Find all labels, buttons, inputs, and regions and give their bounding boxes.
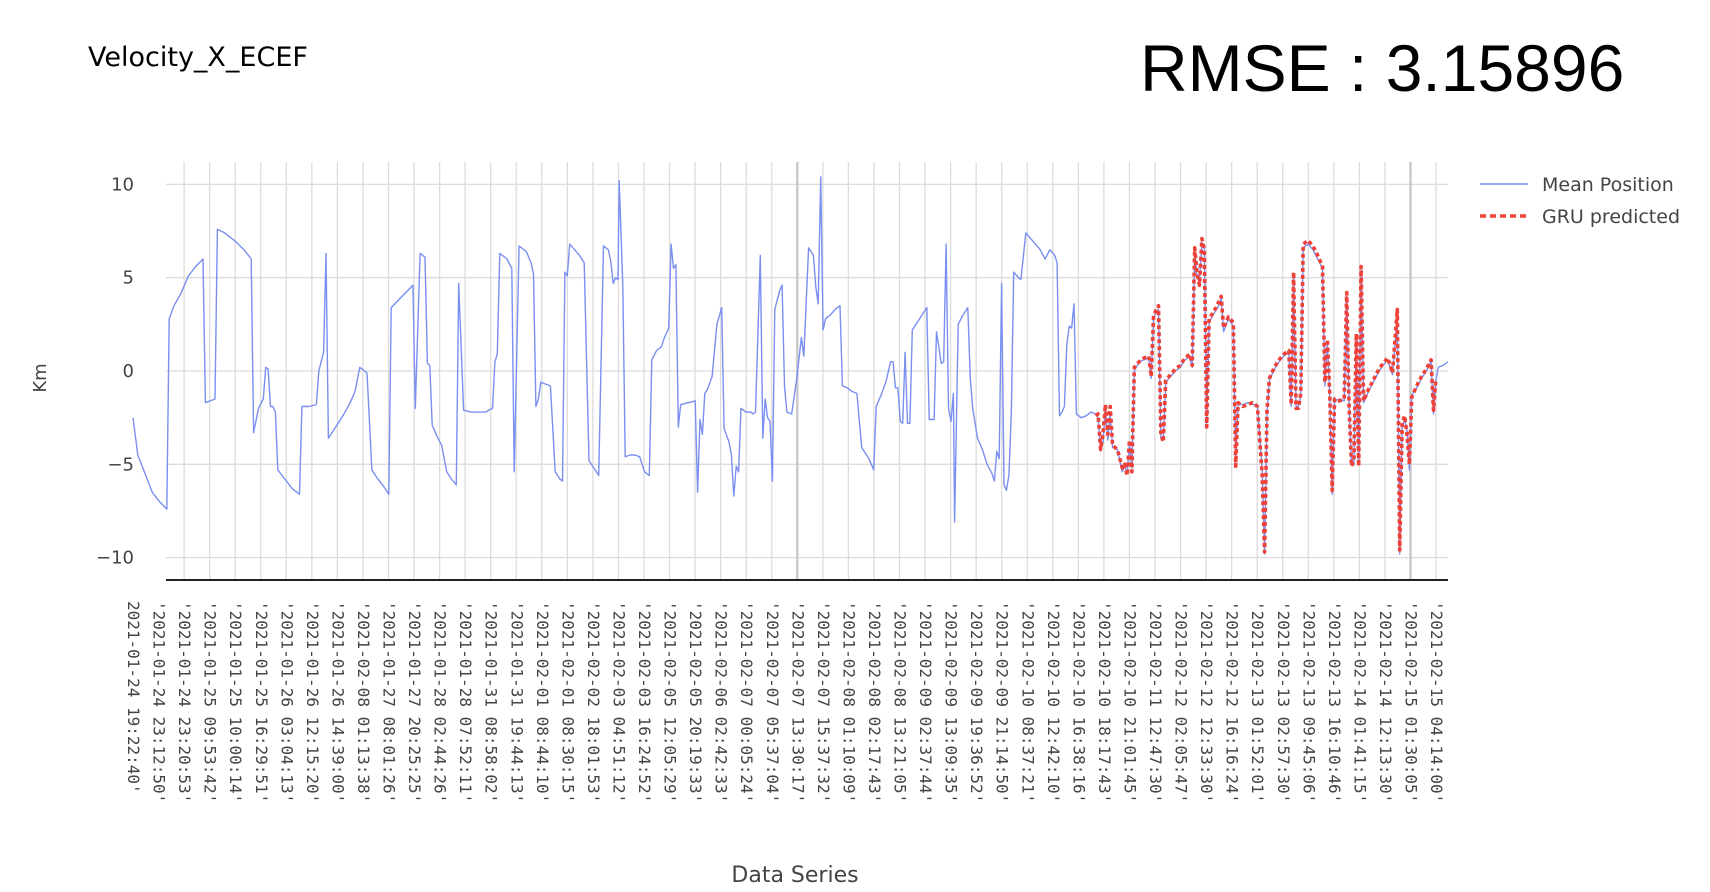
x-tick-label: '2021-01-28 02:44:26' bbox=[431, 601, 450, 803]
x-tick-label: '2021-02-08 01:10:09' bbox=[839, 601, 858, 803]
x-tick-label: '2021-02-08 13:21:05' bbox=[891, 601, 910, 803]
x-tick-label: '2021-02-13 16:10:46' bbox=[1325, 601, 1344, 803]
y-axis-label: Km bbox=[30, 363, 51, 392]
x-tick-label: '2021-01-25 10:00:14' bbox=[226, 601, 245, 803]
x-tick-label: '2021-02-09 19:36:52' bbox=[967, 601, 986, 803]
chart-title: Velocity_X_ECEF bbox=[88, 42, 308, 73]
x-tick-label: '2021-02-06 02:42:33' bbox=[712, 601, 731, 803]
plot-area bbox=[132, 176, 1449, 555]
x-tick-label: '2021-02-07 00:05:24' bbox=[737, 601, 756, 803]
x-tick-label: '2021-01-25 16:29:51' bbox=[252, 601, 271, 803]
x-tick-label: '2021-01-26 14:39:00' bbox=[328, 601, 347, 803]
legend-label: Mean Position bbox=[1542, 174, 1674, 196]
x-tick-label: '2021-02-03 04:51:12' bbox=[609, 601, 628, 803]
rmse-label: RMSE : 3.15896 bbox=[1140, 31, 1625, 105]
x-tick-label: '2021-02-11 12:47:30' bbox=[1146, 601, 1165, 803]
series-line-gru-predicted bbox=[1094, 236, 1438, 554]
x-tick-label: '2021-02-05 12:05:29' bbox=[661, 601, 680, 803]
x-tick-label: '2021-02-13 02:57:30' bbox=[1274, 601, 1293, 803]
x-tick-label: '2021-02-07 15:37:32' bbox=[814, 601, 833, 803]
x-tick-label: '2021-01-27 08:01:26' bbox=[380, 601, 399, 803]
x-axis: 2021-01-24 19:22:40' '2021-01-24 23:12:50… bbox=[124, 579, 1448, 803]
x-tick-label: '2021-02-10 16:38:16' bbox=[1069, 601, 1088, 803]
x-tick-label: '2021-02-12 02:05:47' bbox=[1172, 601, 1191, 803]
x-tick-label: '2021-01-25 09:53:42' bbox=[201, 601, 220, 803]
x-tick-label: '2021-02-12 16:16:24' bbox=[1223, 601, 1242, 803]
x-tick-label: '2021-01-26 03:04:13' bbox=[277, 601, 296, 803]
x-tick-label: '2021-01-24 23:12:50' bbox=[150, 601, 169, 803]
x-tick-label: '2021-02-05 20:19:33' bbox=[686, 601, 705, 803]
x-tick-label: '2021-01-31 19:44:13' bbox=[507, 601, 526, 803]
x-tick-label: '2021-02-03 16:24:52' bbox=[635, 601, 654, 803]
legend: Mean Position GRU predicted bbox=[1480, 174, 1680, 228]
x-tick-label: '2021-02-07 13:30:17' bbox=[788, 601, 807, 803]
x-tick-label: '2021-02-02 18:01:53' bbox=[584, 601, 603, 803]
legend-label: GRU predicted bbox=[1542, 206, 1680, 228]
y-tick-label: 5 bbox=[123, 268, 134, 289]
x-tick-label: '2021-02-10 08:37:21' bbox=[1018, 601, 1037, 803]
x-tick-label: '2021-02-09 21:14:50' bbox=[993, 601, 1012, 803]
y-tick-label: 10 bbox=[111, 174, 134, 195]
x-tick-label: '2021-02-10 12:42:10' bbox=[1044, 601, 1063, 803]
x-tick-label: '2021-02-01 08:30:15' bbox=[558, 601, 577, 803]
y-tick-label: −5 bbox=[107, 454, 134, 475]
x-tick-label: '2021-01-31 08:58:02' bbox=[482, 601, 501, 803]
x-tick-label: '2021-02-13 01:52:01' bbox=[1248, 601, 1267, 803]
grid-lines bbox=[166, 162, 1448, 580]
x-tick-label: '2021-02-08 01:13:38' bbox=[354, 601, 373, 803]
x-axis-label: Data Series bbox=[731, 863, 858, 888]
x-tick-label: '2021-02-13 09:45:06' bbox=[1299, 601, 1318, 803]
x-tick-label: '2021-02-09 13:09:35' bbox=[942, 601, 961, 803]
x-tick-label: '2021-02-15 01:30:05' bbox=[1402, 601, 1421, 803]
x-tick-label: '2021-01-28 07:52:11' bbox=[456, 601, 475, 803]
y-tick-label: −10 bbox=[96, 548, 134, 569]
x-tick-label: '2021-02-15 04:14:00' bbox=[1427, 601, 1446, 803]
x-tick-label: '2021-02-01 08:44:10' bbox=[533, 601, 552, 803]
x-tick-label: '2021-02-14 01:41:15' bbox=[1350, 601, 1369, 803]
y-tick-label: 0 bbox=[123, 361, 134, 382]
x-tick-label: '2021-02-14 12:13:30' bbox=[1376, 601, 1395, 803]
x-tick-label: '2021-02-09 02:37:44' bbox=[916, 601, 935, 803]
x-tick-label: '2021-02-07 05:37:04' bbox=[763, 601, 782, 803]
x-tick-label: '2021-01-26 12:15:20' bbox=[303, 601, 322, 803]
x-tick-label: 2021-01-24 19:22:40' bbox=[124, 601, 143, 794]
series-line-mean-position bbox=[132, 176, 1449, 555]
x-tick-label: '2021-01-24 23:20:53' bbox=[175, 601, 194, 803]
y-axis: 10 5 0 −5 −10 bbox=[96, 174, 134, 568]
x-tick-label: '2021-02-08 02:17:43' bbox=[865, 601, 884, 803]
x-tick-label: '2021-02-10 18:17:43' bbox=[1095, 601, 1114, 803]
x-tick-label: '2021-02-10 21:01:45' bbox=[1120, 601, 1139, 803]
x-tick-label: '2021-01-27 20:25:25' bbox=[405, 601, 424, 803]
x-tick-label: '2021-02-12 12:33:30' bbox=[1197, 601, 1216, 803]
